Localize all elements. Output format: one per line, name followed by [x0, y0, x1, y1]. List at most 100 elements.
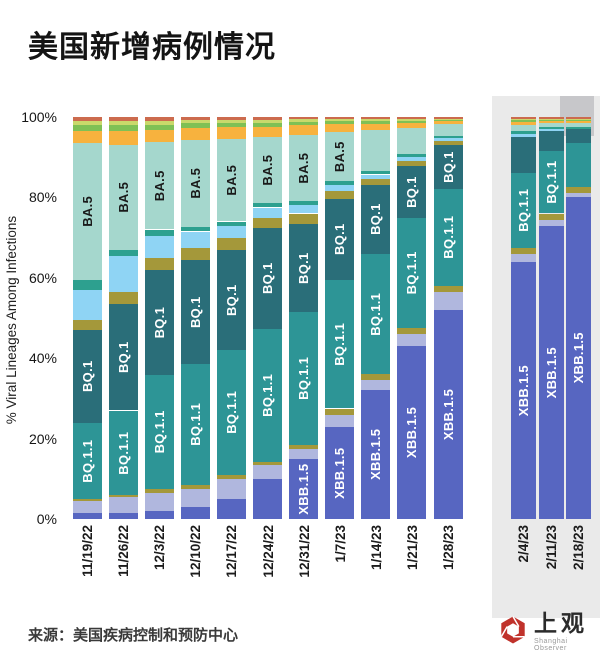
x-axis-label: 12/10/22: [188, 525, 204, 578]
bar-segment-other-lavender: [397, 334, 427, 347]
segment-label-BQ.1.1: BQ.1.1: [368, 292, 384, 336]
bar-segment-other-teal-green: [565, 127, 591, 130]
bar-segment-other-teal-green: [538, 127, 564, 130]
bar-segment-other-olive-low: [565, 187, 591, 194]
x-axis-label: 12/31/22: [296, 525, 312, 578]
segment-label-XBB.1.5: XBB.1.5: [296, 463, 312, 515]
bar-segment-XBB.1.5: [397, 346, 427, 519]
bar-segment-other-salmon: [108, 117, 138, 121]
bar-segment-other-light-blue: [433, 137, 463, 142]
y-axis-tick: 20%: [28, 430, 57, 447]
bar-segment-BQ.1: [253, 228, 282, 329]
y-axis-tick: 100%: [21, 109, 57, 125]
bar-segment-other-yellow-green: [325, 119, 355, 121]
bar-segment-other-orange: [361, 123, 391, 130]
bar-segment-BQ.1: [108, 303, 138, 411]
bar-segment-other-orange: [72, 131, 102, 144]
segment-label-BQ.1.1: BQ.1.1: [515, 189, 531, 232]
bar-segment-BA.5: [397, 127, 427, 154]
x-axis-label: 2/4/23: [516, 525, 531, 563]
bar-segment-XBB.1.5: [510, 261, 536, 519]
bar-segment-other-olive-mid: [253, 217, 282, 229]
bar-segment-other-light-blue: [289, 205, 319, 214]
bar-segment-other-orange: [325, 123, 355, 132]
x-axis-label: 1/28/23: [441, 525, 456, 571]
bar-segment-other-lavender: [72, 500, 102, 513]
bar-segment-other-teal-green: [72, 279, 102, 290]
bar-segment-BQ.1: [216, 249, 246, 351]
bar-segment-BA.5: [361, 129, 391, 172]
bar-segment-BQ.1.1: [108, 410, 138, 495]
bar-segment-other-orange: [216, 127, 246, 140]
segment-label-BQ.1: BQ.1: [440, 151, 456, 183]
bar-segment-BQ.1.1: [325, 279, 355, 409]
bar-segment-XBB.1.5: [108, 513, 138, 519]
bar-segment-other-green: [108, 125, 138, 131]
segment-label-BQ.1: BQ.1: [79, 360, 95, 393]
bar-segment-XBB.1.5: [72, 513, 102, 519]
bar-segment-other-salmon: [180, 117, 210, 121]
bar-segment-other-olive-mid: [72, 320, 102, 330]
bar-segment-other-green: [361, 121, 391, 124]
bar-segment-BA.5: [289, 135, 319, 202]
bar-segment-BQ.1.1: [72, 422, 102, 499]
bar-segment-other-orange: [433, 121, 463, 124]
bar-segment-XBB.1.5: [216, 498, 246, 519]
segment-label-BA.5: BA.5: [223, 164, 239, 196]
bar-segment-other-olive-low: [325, 408, 355, 415]
bar-segment-BQ.1.1: [538, 151, 564, 214]
bar-segment-other-salmon: [216, 117, 246, 121]
bar-segment-other-teal-green: [361, 171, 391, 175]
segment-label-BQ.1: BQ.1: [404, 176, 420, 208]
bar-segment-XBB.1.5: [565, 197, 591, 519]
segment-label-BQ.1: BQ.1: [296, 251, 312, 284]
bar-segment-other-lavender: [216, 478, 246, 499]
bar-segment-BQ.1.1: [289, 312, 319, 445]
y-axis-tick: 40%: [28, 350, 57, 367]
segment-label-XBB.1.5: XBB.1.5: [570, 332, 586, 384]
bar-segment-other-salmon: [510, 117, 536, 119]
segment-label-BQ.1.1: BQ.1.1: [296, 356, 312, 400]
bar-segment-BQ.1: [72, 330, 102, 423]
bar-segment-other-olive-low: [180, 484, 210, 489]
logo: 上观 Shanghai Observer: [498, 612, 600, 652]
segment-label-XBB.1.5: XBB.1.5: [368, 429, 384, 481]
bar-segment-other-yellow-green: [180, 120, 210, 124]
bar-segment-other-teal-green: [108, 249, 138, 256]
bar-segment-other-green: [325, 121, 355, 124]
bar-segment-other-olive-low: [361, 374, 391, 381]
segment-label-BQ.1.1: BQ.1.1: [115, 431, 131, 475]
bar-segment-BQ.1.1: [361, 253, 391, 375]
segment-label-BQ.1: BQ.1: [187, 296, 203, 328]
bar-segment-other-lavender: [289, 448, 319, 459]
bar-segment-other-salmon: [253, 117, 282, 121]
bar-segment-other-salmon: [144, 117, 174, 121]
bar-segment-other-olive-low: [433, 285, 463, 292]
segment-label-BA.5: BA.5: [115, 181, 131, 213]
bar-segment-other-yellow-green: [216, 120, 246, 123]
bar-segment-XBB.1.5: [253, 478, 282, 519]
bar-segment-other-teal-green: [180, 226, 210, 232]
bar-segment-BA.5: [433, 123, 463, 136]
segment-label-BA.5: BA.5: [151, 170, 167, 202]
segment-label-BQ.1: BQ.1: [151, 306, 167, 339]
bar-segment-other-lavender: [253, 464, 282, 479]
bar-segment-other-green: [72, 125, 102, 131]
segment-label-BQ.1.1: BQ.1.1: [404, 251, 420, 295]
bar-segment-other-lavender: [565, 193, 591, 198]
bar-segment-other-olive-mid: [433, 141, 463, 146]
segment-label-BA.5: BA.5: [296, 152, 312, 184]
bar-segment-other-orange: [253, 127, 282, 138]
bar-segment-other-light-blue: [108, 255, 138, 292]
bar-segment-other-lavender: [433, 291, 463, 310]
bar-segment-other-lavender: [538, 219, 564, 226]
bar-segment-other-green: [565, 119, 591, 121]
bar-segment-BQ.1: [397, 166, 427, 219]
bar-segment-other-lavender: [180, 488, 210, 507]
segment-label-BQ.1: BQ.1: [332, 223, 348, 256]
bar-segment-other-green: [397, 121, 427, 123]
bar-segment-other-green: [253, 123, 282, 127]
bar-segment-other-orange: [510, 122, 536, 125]
bar-segment-other-yellow-green: [565, 118, 591, 120]
segment-label-BQ.1: BQ.1: [260, 262, 275, 295]
